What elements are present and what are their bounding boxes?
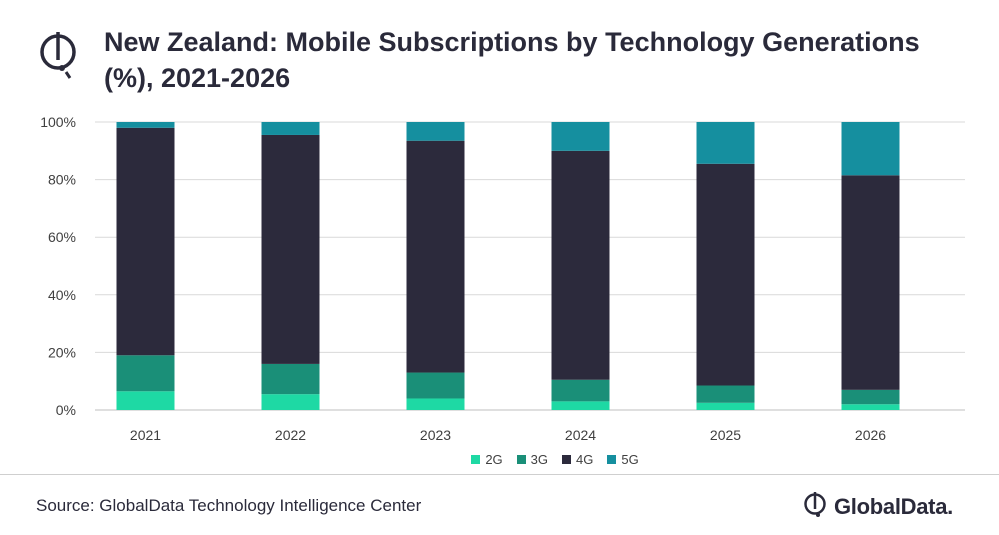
- bar-segment-2G-2026: [841, 404, 900, 410]
- x-tick-label: 2023: [420, 427, 451, 443]
- y-tick-label: 0%: [56, 402, 76, 418]
- legend-label: 4G: [576, 452, 594, 467]
- footer-divider: [0, 474, 999, 475]
- x-tick-label: 2025: [710, 427, 741, 443]
- y-tick-label: 60%: [48, 229, 76, 245]
- x-tick-label: 2026: [855, 427, 886, 443]
- y-tick-label: 20%: [48, 344, 76, 360]
- bar-segment-5G-2026: [841, 122, 900, 176]
- bar-segment-3G-2026: [841, 389, 900, 405]
- bar-segment-2G-2023: [406, 398, 465, 410]
- bar-segment-4G-2021: [116, 127, 175, 356]
- bar-segment-2G-2024: [551, 401, 610, 410]
- legend-swatch: [471, 455, 481, 464]
- bar-segment-2G-2022: [261, 394, 320, 410]
- legend-swatch: [516, 455, 526, 464]
- bar-segment-5G-2024: [551, 122, 610, 151]
- x-tick-label: 2021: [130, 427, 161, 443]
- brand-logo: GlobalData.: [802, 490, 953, 524]
- legend-item-4G: 4G: [562, 452, 593, 467]
- bar-segment-2G-2025: [696, 402, 755, 410]
- bar-segment-3G-2023: [406, 372, 465, 399]
- y-tick-label: 80%: [48, 172, 76, 188]
- bar-segment-3G-2024: [551, 379, 610, 402]
- bar-segment-5G-2022: [261, 122, 320, 135]
- legend-label: 3G: [530, 452, 548, 467]
- legend-item-2G: 2G: [471, 452, 503, 467]
- globaldata-brand-icon: [804, 492, 826, 517]
- legend-swatch: [562, 455, 571, 464]
- y-tick-label: 100%: [40, 114, 76, 130]
- x-tick-label: 2024: [565, 427, 596, 443]
- brand-name: GlobalData.: [834, 494, 953, 519]
- source-note: Source: GlobalData Technology Intelligen…: [36, 496, 422, 515]
- legend-item-5G: 5G: [607, 452, 639, 467]
- bar-segment-5G-2023: [406, 122, 465, 141]
- bar-segment-4G-2024: [551, 150, 610, 380]
- chart-title: New Zealand: Mobile Subscriptions by Tec…: [104, 27, 920, 93]
- bar-segment-4G-2022: [261, 134, 320, 364]
- bar-segment-4G-2026: [841, 175, 900, 390]
- legend-label: 5G: [621, 452, 639, 467]
- bar-segment-2G-2021: [116, 391, 175, 410]
- y-tick-label: 40%: [48, 287, 76, 303]
- bar-segment-5G-2021: [116, 122, 175, 128]
- legend-label: 2G: [485, 452, 503, 467]
- bar-segment-4G-2023: [406, 140, 465, 373]
- bar-segment-3G-2025: [696, 385, 755, 403]
- legend-item-3G: 3G: [516, 452, 548, 467]
- bar-segment-4G-2025: [696, 163, 755, 386]
- legend: 2G 3G 4G 5G: [0, 452, 999, 467]
- bar-segment-3G-2021: [116, 355, 175, 392]
- legend-swatch: [607, 455, 617, 464]
- globaldata-logo-icon: [40, 32, 76, 79]
- bar-segment-3G-2022: [261, 363, 320, 395]
- bar-segment-5G-2025: [696, 122, 755, 164]
- x-tick-label: 2022: [275, 427, 306, 443]
